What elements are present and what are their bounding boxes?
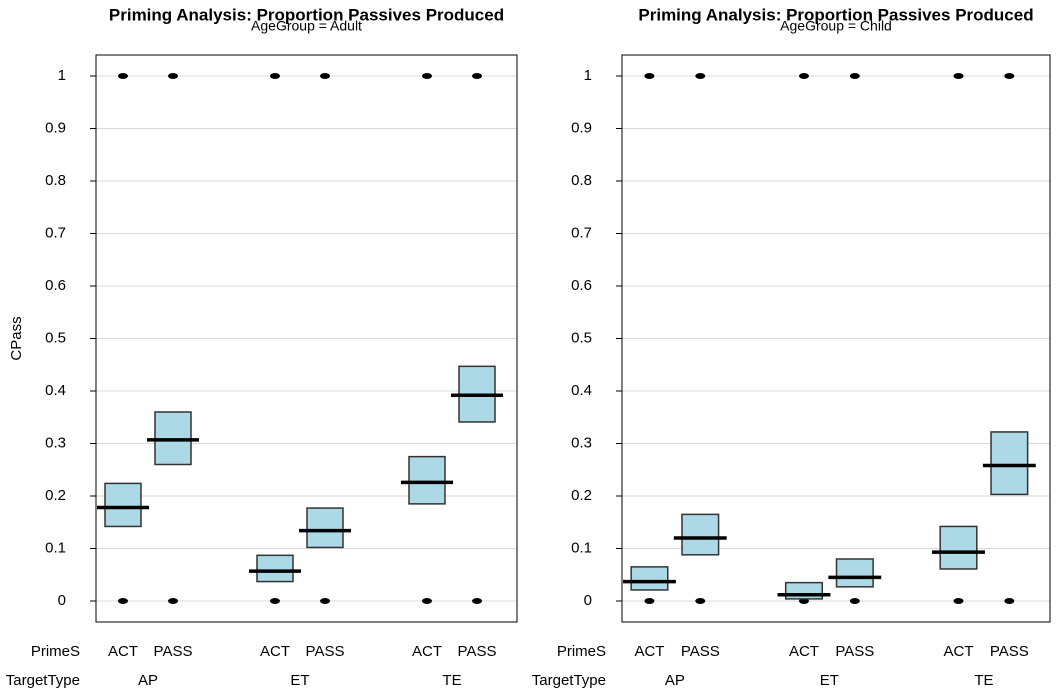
observation [270,73,280,79]
group-label: TE [442,672,461,689]
observation [695,73,706,79]
observation [644,73,655,79]
y-tick-label: 0.3 [45,434,66,451]
group-label: TE [974,672,993,689]
x-tick-label: PASS [990,643,1029,660]
observation [644,598,655,604]
chart-title: Priming Analysis: Proportion Passives Pr… [638,5,1033,24]
y-tick-label: 0.9 [45,119,66,136]
x-tick-label: ACT [634,643,664,660]
y-tick-label: 1 [584,67,592,84]
observation [953,73,964,79]
x-tick-label: PASS [306,643,345,660]
interval-box [784,581,824,600]
y-tick-label: 0.2 [45,487,66,504]
y-tick-label: 0.7 [571,224,592,241]
y-tick-label: 0.1 [571,539,592,556]
observation [422,73,432,79]
observation [118,73,128,79]
x-tick-label: ACT [944,643,974,660]
observation [168,598,178,604]
observation [320,598,330,604]
x-tick-label: ACT [412,643,442,660]
y-tick-label: 0.5 [571,329,592,346]
interval-box [835,558,874,588]
x-tick-label: PASS [458,643,497,660]
group-label: ET [290,672,309,689]
observation [472,73,482,79]
interval-box [408,455,446,505]
y-tick-label: 0.8 [45,172,66,189]
x-level-label: PrimeS [31,643,80,660]
x-tick-label: PASS [835,643,874,660]
group-label: AP [665,672,685,689]
observation [168,73,178,79]
y-tick-label: 0.6 [45,277,66,294]
y-tick-label: 0 [584,592,592,609]
observation [849,73,860,79]
observation [422,598,432,604]
observation [320,73,330,79]
x-level-label: TargetType [6,672,80,689]
interval-box [939,525,978,570]
observation [953,598,964,604]
y-tick-label: 0.2 [571,487,592,504]
observation [695,598,706,604]
plot-frame [95,54,518,623]
interval-box [990,431,1029,496]
observation [1004,73,1015,79]
chart-subtitle: AgeGroup = Adult [251,18,362,34]
y-tick-label: 0 [58,592,66,609]
y-tick-label: 0.4 [571,382,592,399]
chart-title: Priming Analysis: Proportion Passives Pr… [109,5,504,24]
y-tick-label: 0.9 [571,119,592,136]
y-tick-label: 0.8 [571,172,592,189]
x-tick-label: PASS [154,643,193,660]
x-tick-label: PASS [681,643,720,660]
y-tick-label: 0.5 [45,329,66,346]
observation [798,73,809,79]
y-tick-label: 0.4 [45,382,66,399]
group-label: ET [820,672,839,689]
observation [270,598,280,604]
x-level-label: PrimeS [557,643,606,660]
interval-box [256,554,294,583]
y-tick-label: 0.6 [571,277,592,294]
interval-box [681,513,720,556]
x-tick-label: ACT [789,643,819,660]
interval-box [630,566,669,591]
observation [472,598,482,604]
y-tick-label: 0.3 [571,434,592,451]
observation [1004,598,1015,604]
interval-box [104,482,142,528]
y-tick-label: 0.7 [45,224,66,241]
x-tick-label: ACT [260,643,290,660]
y-axis-label: CPass [8,316,25,360]
group-label: AP [138,672,158,689]
x-tick-label: ACT [108,643,138,660]
interval-box [306,507,344,549]
observation [849,598,860,604]
plot-frame [621,54,1051,623]
x-level-label: TargetType [532,672,606,689]
chart-subtitle: AgeGroup = Child [780,18,892,34]
observation [118,598,128,604]
y-tick-label: 0.1 [45,539,66,556]
y-tick-label: 1 [58,67,66,84]
